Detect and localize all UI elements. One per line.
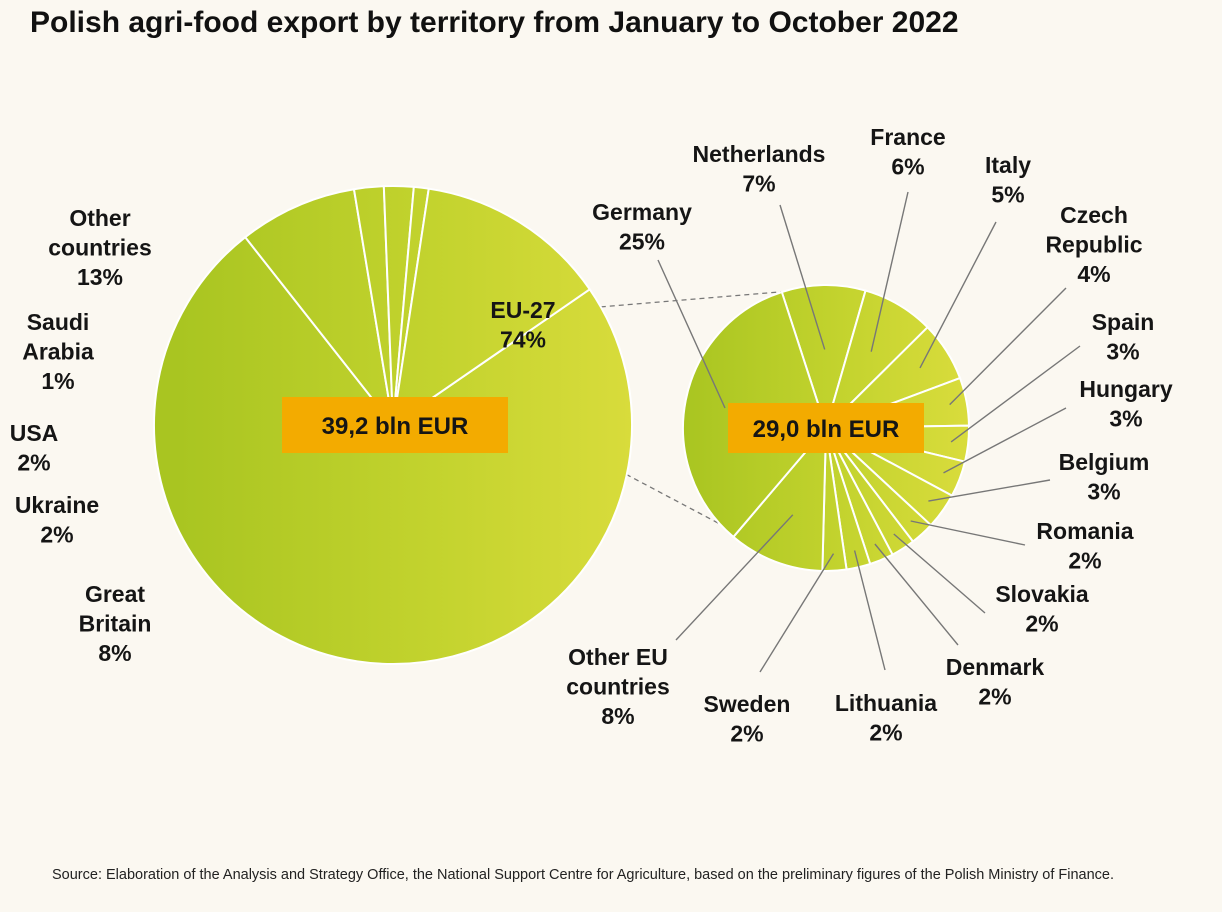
slice-percent-other-eu-countries: 8%	[601, 703, 634, 729]
leader-line-germany	[657, 259, 726, 409]
slice-percent-lithuania: 2%	[869, 720, 902, 746]
leader-line-romania	[910, 520, 1026, 546]
slice-labels: EU-27 74% Great Britain 8% Ukraine 2% USA 2% Saud…	[10, 124, 1173, 747]
slice-percent-great-britain: 8%	[98, 640, 131, 666]
source-note: Source: Elaboration of the Analysis and …	[52, 867, 1115, 883]
slice-label-usa: USA	[10, 420, 59, 446]
total-value: 39,2 bln EUR	[322, 413, 469, 440]
chart-title: Polish agri-food export by territory fro…	[30, 6, 959, 39]
slice-label-spain: Spain	[1092, 309, 1155, 335]
leader-line-spain	[950, 345, 1081, 443]
pie-charts: EU-27 74% Great Britain 8% Ukraine 2% USA 2% Saud…	[10, 124, 1173, 747]
leader-line-hungary	[943, 407, 1067, 474]
slice-label-great-britain: Britain	[79, 611, 152, 637]
slice-percent-hungary: 3%	[1109, 406, 1142, 432]
slice-label-eu-27: EU-27	[490, 297, 555, 323]
leader-line-slovakia	[893, 533, 986, 614]
slice-label-czech-republic: Republic	[1045, 232, 1142, 258]
slice-percent-spain: 3%	[1106, 339, 1139, 365]
total-value: 29,0 bln EUR	[753, 416, 900, 443]
slice-netherlands	[780, 284, 867, 429]
slice-percent-denmark: 2%	[978, 684, 1011, 710]
leader-line-other-eu-countries	[675, 514, 794, 641]
slice-label-netherlands: Netherlands	[693, 141, 826, 167]
slice-percent-italy: 5%	[991, 182, 1024, 208]
slice-label-denmark: Denmark	[946, 654, 1045, 680]
slice-label-great-britain: Great	[85, 581, 145, 607]
slice-label-france: France	[870, 124, 945, 150]
slice-label-germany: Germany	[592, 199, 692, 225]
total-labels: 39,2 bln EUR 29,0 bln EUR	[282, 397, 924, 453]
slice-other-eu-countries	[732, 427, 827, 572]
leader-line-france	[870, 191, 909, 352]
slice-percent-other-countries: 13%	[77, 264, 123, 290]
slice-label-other-eu-countries: countries	[566, 674, 670, 700]
slice-percent-slovakia: 2%	[1025, 611, 1058, 637]
slice-percent-usa: 2%	[17, 450, 50, 476]
slice-great-britain	[244, 188, 394, 426]
connector-line-top	[600, 285, 846, 308]
slice-label-saudi-arabia: Arabia	[22, 339, 94, 365]
total-box	[728, 403, 924, 453]
slice-percent-czech-republic: 4%	[1077, 261, 1110, 287]
leader-lines	[657, 191, 1081, 673]
slice-percent-eu-27: 74%	[500, 327, 546, 353]
slice-percent-belgium: 3%	[1087, 479, 1120, 505]
leader-line-sweden	[759, 553, 835, 673]
slice-label-lithuania: Lithuania	[835, 690, 937, 716]
slice-percent-germany: 25%	[619, 229, 665, 255]
slice-label-romania: Romania	[1036, 518, 1133, 544]
slice-percent-ukraine: 2%	[40, 522, 73, 548]
slice-label-belgium: Belgium	[1059, 449, 1150, 475]
leader-line-netherlands	[779, 204, 826, 350]
slice-percent-romania: 2%	[1068, 548, 1101, 574]
slice-label-other-countries: Other	[69, 205, 130, 231]
slice-label-hungary: Hungary	[1079, 376, 1173, 402]
slice-percent-france: 6%	[891, 154, 924, 180]
slice-percent-sweden: 2%	[730, 721, 763, 747]
slice-label-slovakia: Slovakia	[995, 581, 1089, 607]
slice-label-ukraine: Ukraine	[15, 492, 99, 518]
leader-line-denmark	[874, 543, 959, 646]
slice-other-countries	[392, 187, 591, 426]
pie-eu-export	[682, 284, 970, 572]
leader-line-czech-republic	[949, 287, 1067, 406]
slice-label-czech-republic: Czech	[1060, 202, 1128, 228]
leader-line-italy	[919, 221, 997, 369]
slice-label-sweden: Sweden	[704, 691, 791, 717]
slice-percent-netherlands: 7%	[742, 171, 775, 197]
leader-line-belgium	[928, 479, 1051, 502]
slice-percent-saudi-arabia: 1%	[41, 368, 74, 394]
slice-label-other-countries: countries	[48, 235, 152, 261]
leader-line-lithuania	[853, 550, 886, 671]
slice-label-saudi-arabia: Saudi	[27, 309, 90, 335]
slice-label-italy: Italy	[985, 152, 1031, 178]
total-box	[282, 397, 508, 453]
slice-label-other-eu-countries: Other EU	[568, 644, 668, 670]
